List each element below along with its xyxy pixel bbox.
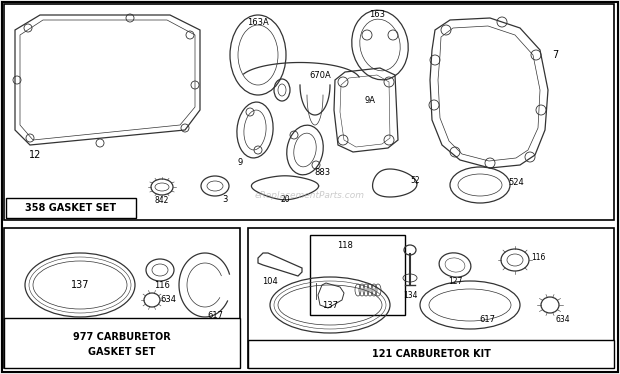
Text: 134: 134 xyxy=(403,291,417,300)
Text: 137: 137 xyxy=(322,300,338,310)
Text: 634: 634 xyxy=(556,316,570,325)
Text: 104: 104 xyxy=(262,278,278,286)
Text: 9: 9 xyxy=(237,157,242,166)
Text: 163A: 163A xyxy=(247,18,269,27)
Bar xyxy=(4,4,614,220)
Text: GASKET SET: GASKET SET xyxy=(88,347,156,357)
Text: 617: 617 xyxy=(207,312,223,321)
Text: 163: 163 xyxy=(369,9,385,18)
Bar xyxy=(4,228,240,368)
Bar xyxy=(6,198,136,218)
Text: 358 GASKET SET: 358 GASKET SET xyxy=(25,203,117,213)
Text: 524: 524 xyxy=(508,178,524,187)
Bar xyxy=(248,340,614,368)
Text: 883: 883 xyxy=(314,168,330,177)
Text: 118: 118 xyxy=(337,240,353,249)
Text: eReplacementParts.com: eReplacementParts.com xyxy=(255,190,365,199)
Text: 842: 842 xyxy=(155,196,169,205)
Bar xyxy=(4,318,240,368)
Text: 670A: 670A xyxy=(309,71,331,80)
Text: 634: 634 xyxy=(160,295,176,304)
Text: 121 CARBURETOR KIT: 121 CARBURETOR KIT xyxy=(371,349,490,359)
Text: 116: 116 xyxy=(154,280,170,289)
Text: 20: 20 xyxy=(280,194,290,203)
Bar xyxy=(248,228,614,368)
Text: 977 CARBURETOR: 977 CARBURETOR xyxy=(73,332,171,342)
Text: 7: 7 xyxy=(552,50,558,60)
Text: 9A: 9A xyxy=(365,95,376,104)
Bar xyxy=(310,235,405,315)
Text: 617: 617 xyxy=(479,316,495,325)
Text: 116: 116 xyxy=(531,254,545,263)
Text: 137: 137 xyxy=(71,280,89,290)
Text: 3: 3 xyxy=(223,194,228,203)
Text: 12: 12 xyxy=(29,150,41,160)
Text: 127: 127 xyxy=(448,278,462,286)
Text: 52: 52 xyxy=(410,175,420,184)
